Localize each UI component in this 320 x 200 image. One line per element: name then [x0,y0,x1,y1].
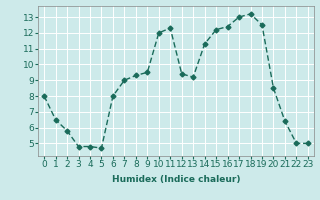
X-axis label: Humidex (Indice chaleur): Humidex (Indice chaleur) [112,175,240,184]
